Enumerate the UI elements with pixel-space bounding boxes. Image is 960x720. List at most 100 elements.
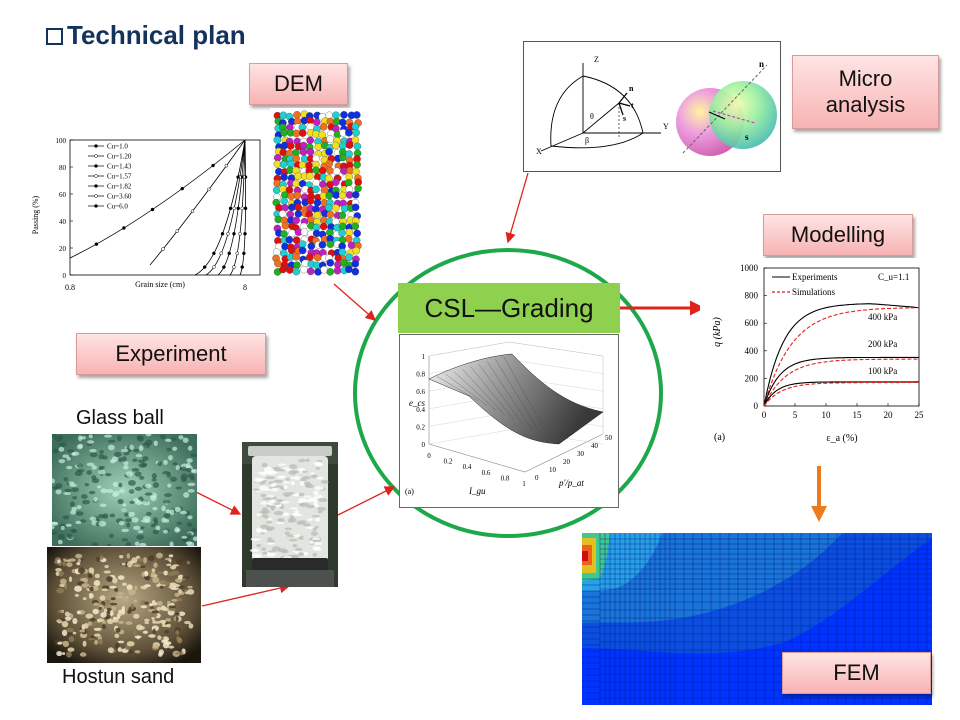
modelling-x-tick: 0 (762, 410, 767, 420)
arrow-micro-to-csl (505, 172, 529, 244)
csl-y-label: p'/p_at (558, 478, 584, 488)
dem-legend-entry: Cu=1.82 (107, 183, 132, 191)
modelling-curve (763, 358, 919, 407)
csl-z-tick: 0.8 (416, 371, 425, 379)
experiment-label: Experiment (76, 333, 266, 375)
micro-analysis-label: Micro analysis (792, 55, 939, 129)
dem-y-tick: 20 (59, 245, 67, 253)
modelling-y-tick: 200 (745, 373, 759, 383)
csl-z-tick: 0.2 (416, 423, 425, 431)
dem-curve-marker (175, 229, 179, 233)
dem-curve-marker (222, 265, 226, 269)
modelling-label: Modelling (763, 214, 913, 256)
csl-x-tick: 1 (522, 480, 526, 488)
fem-label: FEM (782, 652, 931, 694)
csl-z-tick: 0.4 (416, 406, 425, 414)
dem-curve-marker (232, 206, 236, 211)
dem-x-label: Grain size (cm) (135, 280, 185, 289)
arrow-sand-to-sample (201, 582, 291, 607)
hostun-sand-photo (47, 547, 201, 663)
dem-curve-marker (190, 209, 195, 213)
particle-sphere-2 (709, 81, 777, 149)
dem-curve-marker (150, 207, 155, 212)
dem-curve-marker (207, 187, 211, 192)
dem-grading-chart: 0 20 40 60 80 100 0.8 8 Grain size (cm) Passi… (30, 130, 266, 298)
modelling-x-tick: 25 (915, 410, 925, 420)
dem-curve-marker (232, 265, 236, 269)
svg-text:n: n (759, 59, 764, 69)
modelling-x-tick: 10 (822, 410, 832, 420)
modelling-panel-label: (a) (714, 432, 725, 443)
dem-curve-marker (161, 247, 165, 251)
dem-curve-marker (122, 226, 126, 230)
csl-x-tick: 0 (427, 452, 431, 460)
csl-z-tick: 1 (422, 353, 426, 361)
dem-legend-entry: Cu=1.43 (107, 163, 132, 171)
csl-x-label: I_gu (468, 486, 486, 496)
csl-y-tick: 0 (535, 474, 539, 482)
csl-z-tick: 0.6 (416, 388, 425, 396)
dem-curve-marker (236, 206, 240, 211)
svg-text:s: s (623, 114, 626, 123)
dem-y-tick: 0 (63, 272, 67, 280)
glass-ball-photo (52, 434, 197, 546)
arrow-glass-to-sample (195, 491, 242, 515)
page-title: Technical plan (46, 20, 246, 51)
dem-curve-marker (212, 265, 216, 269)
csl-y-tick: 20 (563, 458, 571, 466)
dem-legend-entry: Cu=1.57 (107, 173, 132, 181)
svg-text:n: n (629, 84, 634, 93)
csl-x-tick: 0.4 (463, 463, 472, 471)
dem-legend: Cu=1.0 Cu=1.20 Cu=1.43 Cu=1.57 Cu=1.82 Cu=3.6… (88, 143, 132, 211)
dem-curve-marker (243, 206, 248, 211)
modelling-curve (763, 356, 919, 407)
dem-curve-marker (220, 232, 225, 236)
csl-x-tick: 0.6 (482, 469, 491, 477)
csl-z-tick: 0 (422, 441, 426, 449)
csl-panel-label: (a) (405, 487, 414, 496)
beta-symbol: β (585, 136, 589, 145)
csl-y-tick: 10 (549, 466, 557, 474)
dem-curves (69, 139, 248, 276)
arrow-sample-to-csl (337, 486, 396, 516)
modelling-x-tick: 20 (884, 410, 894, 420)
dem-particle-cube (270, 108, 362, 278)
svg-text:s: s (745, 132, 749, 142)
dem-curve-marker (232, 232, 236, 236)
modelling-plot-frame (763, 267, 920, 407)
modelling-y-tick: 0 (754, 401, 759, 411)
arrow-dem-to-csl (333, 283, 376, 321)
cu-label: C_u=1.1 (878, 272, 909, 282)
csl-x-tick: 0.8 (501, 474, 510, 482)
legend-experiments: Experiments (792, 272, 838, 282)
modelling-x-label: ε_a (%) (826, 433, 857, 444)
dem-x-tick: 0.8 (65, 283, 75, 292)
csl-surface-chart: 00.20.40.60.8100.20.40.60.8101020304050 … (399, 334, 619, 508)
modelling-curve (763, 381, 919, 407)
curve-label: 200 kPa (868, 339, 897, 349)
legend-simulations: Simulations (792, 287, 836, 297)
csl-y-tick: 50 (605, 434, 613, 442)
dem-y-label: Passing (%) (31, 195, 40, 234)
modelling-y-tick: 1000 (740, 263, 759, 273)
curve-label: 100 kPa (868, 366, 897, 376)
csl-circle (353, 248, 663, 538)
dem-legend-entry: Cu=1.20 (107, 153, 132, 161)
modelling-y-tick: 600 (745, 318, 759, 328)
dem-curve-marker (242, 251, 246, 256)
theta-symbol: θ (590, 112, 594, 121)
csl-grading-label: CSL—Grading (398, 283, 620, 333)
dem-y-tick: 40 (59, 218, 67, 226)
modelling-x-tick: 5 (793, 410, 798, 420)
dem-y-tick: 60 (59, 191, 67, 199)
glass-ball-label: Glass ball (76, 407, 164, 429)
dem-curve-marker (243, 232, 247, 236)
dem-curve-marker (240, 206, 244, 211)
dem-legend-entry: Cu=3.60 (107, 193, 132, 201)
dem-curve-marker (235, 251, 239, 256)
dem-curve-marker (228, 206, 233, 211)
svg-text:t: t (631, 101, 634, 110)
dem-x-tick: 8 (243, 283, 247, 292)
axis-x-label: X (536, 147, 542, 156)
